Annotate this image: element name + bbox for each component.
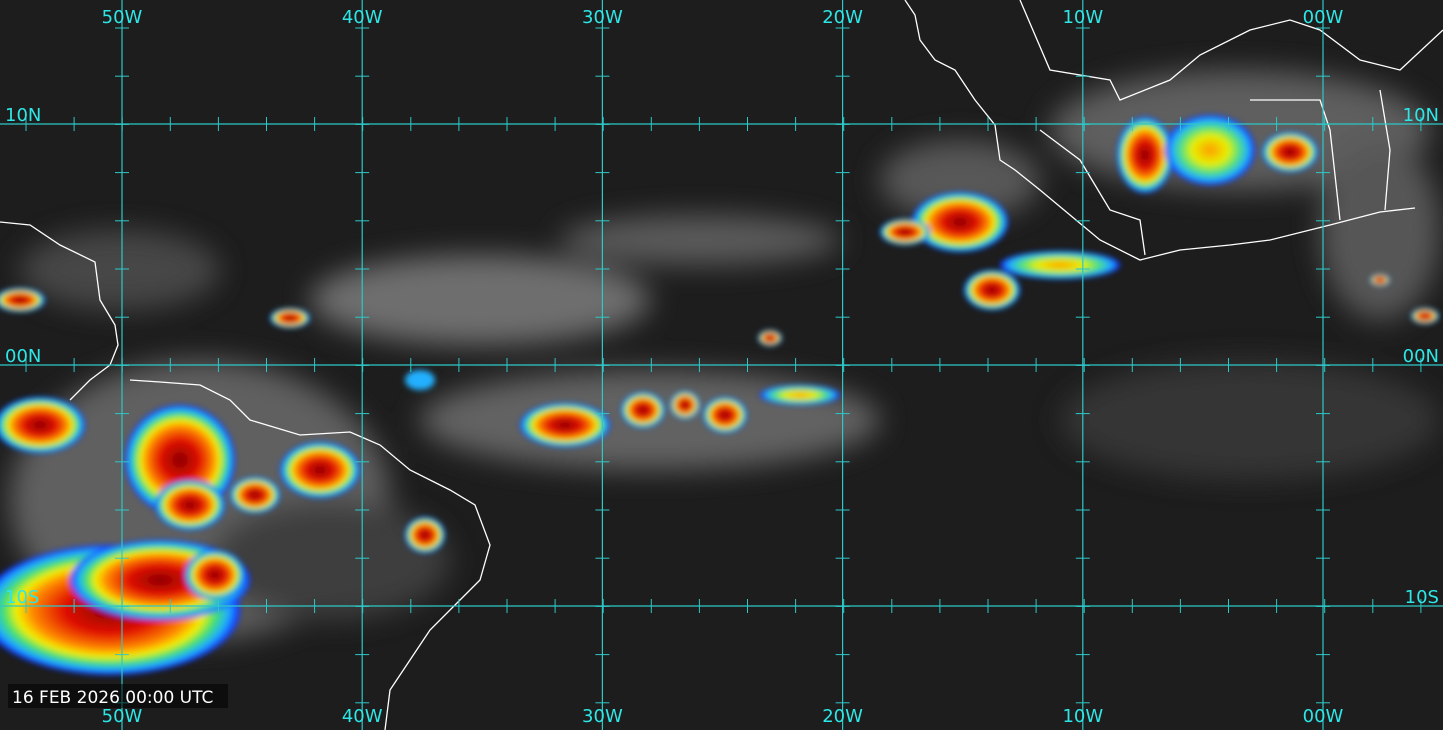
timestamp: 16 FEB 2026 00:00 UTC [12,688,213,708]
convective-storms [0,115,1439,675]
bottom-lon-label: 50W [102,706,143,727]
top-lon-label: 10W [1062,7,1103,28]
bottom-lon-label: 00W [1303,706,1344,727]
right-lat-label: 10N [1403,105,1439,126]
left-lat-label: 00N [5,346,41,367]
graticule-labels: 50W 40W 30W 20W 10W 00W 50W 40W 30W 20W 10W 00W 10N 0… [5,7,1439,727]
top-lon-label: 50W [102,7,143,28]
left-lat-label: 10S [5,587,39,608]
top-lon-label: 30W [582,7,623,28]
bottom-lon-label: 40W [342,706,383,727]
right-lat-label: 10S [1405,587,1439,608]
left-lat-label: 10N [5,105,41,126]
top-lon-label: 00W [1303,7,1344,28]
top-lon-label: 40W [342,7,383,28]
bottom-lon-label: 10W [1062,706,1103,727]
timestamp-box [8,684,228,708]
right-lat-label: 00N [1403,346,1439,367]
bottom-lon-label: 20W [822,706,863,727]
bottom-lon-label: 30W [582,706,623,727]
top-lon-label: 20W [822,7,863,28]
